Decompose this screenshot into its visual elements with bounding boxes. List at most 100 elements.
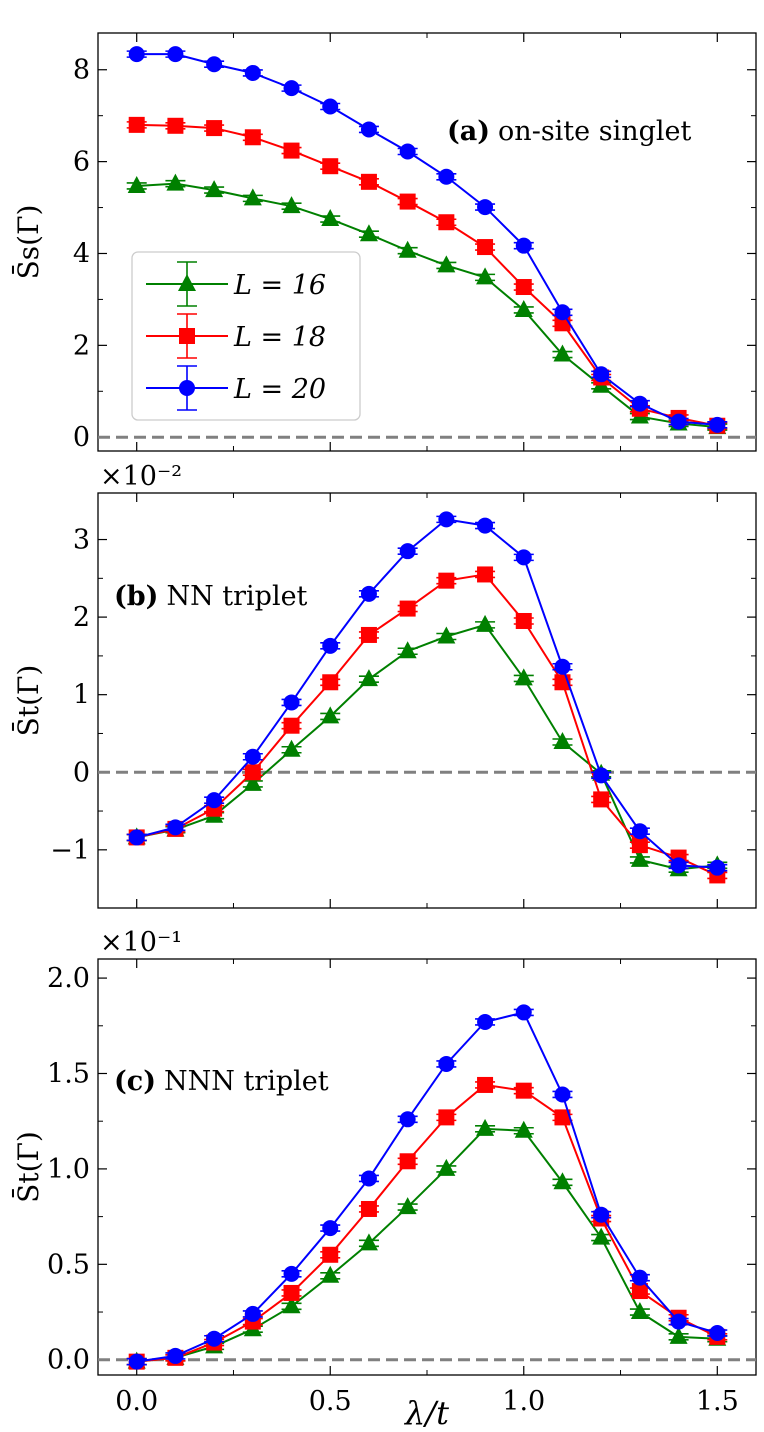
data-point	[398, 641, 417, 659]
series-square	[126, 1076, 728, 1370]
data-point	[437, 255, 456, 273]
exponent-label: ×10⁻¹	[100, 927, 182, 958]
data-point	[438, 214, 455, 231]
data-point	[360, 626, 377, 643]
data-point	[206, 1330, 223, 1347]
legend-marker	[179, 380, 195, 396]
y-tick-label: 2	[73, 602, 90, 633]
data-point	[631, 837, 648, 854]
panel-letter: (b)	[114, 581, 158, 612]
data-point	[438, 1055, 455, 1072]
y-tick-label: 0	[73, 757, 90, 788]
data-point	[359, 669, 378, 687]
series-triangle	[126, 1118, 728, 1369]
data-point	[205, 180, 224, 198]
y-tick-label: 4	[73, 238, 90, 269]
data-point	[477, 517, 494, 534]
y-tick-label: 2	[73, 330, 90, 361]
data-point	[399, 600, 416, 617]
data-point	[515, 279, 532, 296]
data-point	[593, 791, 610, 808]
data-point	[167, 46, 184, 63]
series-line	[136, 623, 718, 871]
data-point	[514, 668, 533, 686]
data-point	[244, 748, 261, 765]
data-point	[399, 143, 416, 160]
y-tick-label: −1	[50, 835, 90, 866]
y-tick-label: 0	[73, 422, 90, 453]
data-point	[322, 637, 339, 654]
data-point	[631, 1269, 648, 1286]
data-point	[282, 196, 301, 214]
data-point	[282, 1296, 301, 1314]
data-point	[554, 1109, 571, 1126]
data-point	[283, 1265, 300, 1282]
data-point	[515, 1004, 532, 1021]
data-point	[477, 1013, 494, 1030]
data-point	[670, 1313, 687, 1330]
series-line	[136, 1083, 718, 1363]
data-point	[322, 1246, 339, 1263]
data-point	[167, 117, 184, 134]
series-line	[136, 1011, 718, 1363]
data-point	[283, 717, 300, 734]
data-point	[630, 1302, 649, 1320]
y-tick-label: 6	[73, 147, 90, 178]
series-line	[136, 1127, 718, 1363]
data-point	[283, 80, 300, 97]
data-point	[476, 1118, 495, 1136]
data-point	[477, 239, 494, 256]
x-tick-label: 1.0	[502, 1386, 545, 1417]
data-point	[399, 193, 416, 210]
data-point	[709, 416, 726, 433]
y-tick-label: 3	[73, 525, 90, 556]
panel-title: NN triplet	[166, 581, 307, 612]
data-point	[243, 188, 262, 206]
data-point	[322, 98, 339, 115]
data-point	[593, 366, 610, 383]
data-point	[282, 739, 301, 757]
data-point	[398, 1197, 417, 1215]
y-tick-label: 1.5	[47, 1058, 90, 1089]
y-tick-label: 1	[73, 680, 90, 711]
data-point	[243, 773, 262, 791]
data-point	[359, 224, 378, 242]
data-point	[514, 1120, 533, 1138]
y-tick-label: 1.0	[47, 1154, 90, 1185]
data-point	[437, 626, 456, 644]
data-point	[553, 1172, 572, 1190]
y-axis-label: S̄t(Γ)	[11, 1131, 45, 1203]
data-point	[166, 173, 185, 191]
data-point	[631, 395, 648, 412]
data-point	[709, 1325, 726, 1342]
data-point	[630, 849, 649, 867]
data-point	[515, 237, 532, 254]
data-point	[477, 566, 494, 583]
series-circle	[126, 46, 728, 433]
legend-marker	[179, 328, 195, 344]
data-point	[167, 1347, 184, 1364]
legend-marker	[178, 274, 196, 291]
series-circle	[126, 511, 728, 876]
series-line	[136, 518, 718, 869]
legend-label: L = 18	[233, 322, 326, 353]
series-line	[136, 182, 718, 429]
data-point	[128, 829, 145, 846]
data-point	[476, 614, 495, 632]
panel-letter: (c)	[114, 1066, 156, 1097]
x-axis-label: λ/t	[403, 1394, 449, 1432]
x-tick-label: 0.5	[309, 1386, 352, 1417]
data-point	[244, 1305, 261, 1322]
data-point	[399, 1153, 416, 1170]
data-point	[206, 56, 223, 73]
data-point	[669, 1326, 688, 1344]
y-tick-label: 0.0	[47, 1345, 90, 1376]
y-axis-label: S̄s(Γ)	[11, 205, 45, 280]
y-tick-label: 2.0	[47, 963, 90, 994]
panel-annotation: (b) NN triplet	[114, 581, 308, 612]
data-point	[554, 1086, 571, 1103]
data-point	[477, 199, 494, 216]
data-point	[360, 585, 377, 602]
data-point	[631, 823, 648, 840]
data-point	[127, 175, 146, 193]
